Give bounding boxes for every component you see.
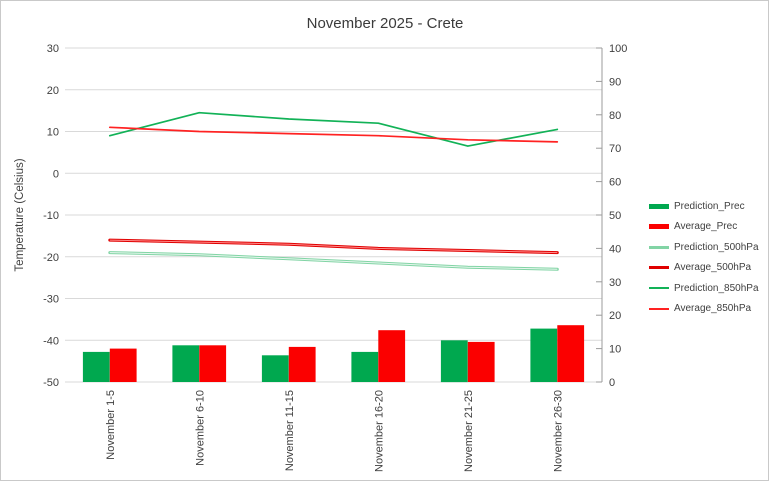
legend-label: Average_Prec (674, 221, 738, 233)
right-axis-tick-label: 30 (609, 277, 621, 289)
right-axis-tick-label: 80 (609, 110, 621, 122)
legend-swatch-line-icon (649, 287, 669, 290)
legend-swatch-line-icon (649, 266, 669, 270)
left-axis-tick-label: -10 (43, 210, 59, 222)
legend-item-prediction_850hpa: Prediction_850hPa (649, 278, 759, 299)
x-axis-category-label: November 6-10 (194, 390, 206, 466)
x-axis-category-label: November 26-30 (552, 390, 564, 472)
line-average_850hpa (108, 126, 559, 143)
chart-generated-layer: 0 10 20 30 40 50 60 70 80 90 100 -50 -40 -30 -20 -10 0 10… (43, 43, 627, 472)
legend-swatch-bar-icon (649, 224, 669, 230)
legend-item-average_500hpa: Average_500hPa (649, 258, 759, 279)
legend-label: Prediction_500hPa (674, 241, 759, 253)
bar-average_prec (199, 345, 227, 382)
line-core-prediction_500hpa (109, 252, 558, 270)
bar-prediction_prec (530, 328, 558, 382)
left-axis-tick-label: -20 (43, 252, 59, 264)
chart-title: November 2025 - Crete (307, 15, 464, 32)
bar-prediction_prec (261, 355, 289, 382)
line-core-average_500hpa (109, 239, 558, 254)
legend-swatch-line-icon (649, 307, 669, 310)
bar-prediction_prec (351, 351, 379, 382)
right-axis-tick-label: 100 (609, 43, 627, 55)
bar-prediction_prec (82, 351, 110, 382)
x-axis-category-label: November 16-20 (373, 390, 385, 472)
chart-legend: Prediction_Prec Average_Prec Prediction_50… (649, 196, 759, 319)
bar-average_prec (467, 341, 495, 382)
legend-swatch-line-icon (649, 245, 669, 249)
left-axis-tick-label: -30 (43, 294, 59, 306)
right-axis-tick-label: 10 (609, 344, 621, 356)
left-axis-tick-label: 20 (47, 85, 59, 97)
bar-prediction_prec (172, 345, 200, 382)
right-axis-tick-label: 20 (609, 310, 621, 322)
left-axis-tick-label: 30 (47, 43, 59, 55)
x-axis-category-label: November 1-5 (105, 390, 117, 460)
right-axis-tick-label: 50 (609, 210, 621, 222)
right-axis-tick-label: 90 (609, 76, 621, 88)
legend-item-average_850hpa: Average_850hPa (649, 299, 759, 320)
y-axis-title: Temperature (Celsius) (14, 158, 26, 271)
legend-label: Prediction_850hPa (674, 282, 759, 294)
left-axis-tick-label: 10 (47, 127, 59, 139)
bar-average_prec (288, 346, 316, 382)
legend-swatch-bar-icon (649, 203, 669, 209)
legend-label: Average_500hPa (674, 262, 752, 274)
left-axis-tick-label: -40 (43, 335, 59, 347)
x-axis-category-label: November 21-25 (463, 390, 475, 472)
legend-label: Prediction_Prec (674, 200, 745, 212)
bar-average_prec (109, 348, 137, 382)
legend-item-prediction_500hpa: Prediction_500hPa (649, 237, 759, 258)
left-axis-tick-label: -50 (43, 377, 59, 389)
x-axis-category-label: November 11-15 (284, 390, 296, 471)
right-axis-tick-label: 60 (609, 177, 621, 189)
line-prediction_850hpa (108, 111, 559, 147)
legend-item-prediction_prec: Prediction_Prec (649, 196, 759, 217)
right-axis-tick-label: 0 (609, 377, 615, 389)
bar-average_prec (378, 330, 406, 382)
right-axis-tick-label: 70 (609, 143, 621, 155)
right-axis-tick-label: 40 (609, 243, 621, 255)
legend-label: Average_850hPa (674, 303, 752, 315)
left-axis-tick-label: 0 (53, 168, 59, 180)
bar-average_prec (557, 325, 585, 382)
bar-prediction_prec (440, 340, 468, 383)
legend-item-average_prec: Average_Prec (649, 217, 759, 238)
